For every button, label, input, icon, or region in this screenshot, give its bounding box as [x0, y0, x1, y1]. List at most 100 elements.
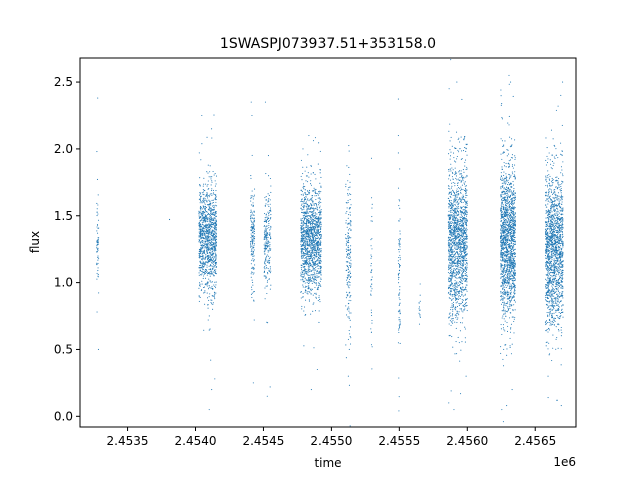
data-point: [211, 232, 214, 234]
data-point: [450, 294, 452, 296]
data-point: [269, 259, 271, 262]
data-point: [448, 267, 450, 269]
data-point: [316, 265, 318, 267]
data-point: [198, 266, 200, 268]
data-point: [198, 241, 200, 243]
data-point: [465, 203, 467, 205]
data-point: [203, 262, 206, 264]
data-point: [461, 214, 463, 216]
data-point: [465, 206, 467, 208]
data-point: [303, 188, 305, 190]
data-point: [316, 204, 318, 206]
data-point: [302, 166, 304, 168]
data-point: [448, 217, 450, 219]
data-point: [253, 255, 255, 257]
data-point: [206, 256, 208, 258]
data-point: [458, 277, 460, 279]
data-point: [461, 239, 463, 241]
data-point: [309, 291, 311, 293]
data-point: [269, 241, 271, 243]
data-point: [450, 270, 452, 272]
data-point: [448, 88, 450, 90]
data-point: [269, 218, 271, 220]
data-point: [370, 290, 372, 292]
data-point: [211, 230, 213, 232]
data-point: [200, 200, 202, 202]
data-point: [463, 227, 466, 229]
data-point: [318, 233, 320, 235]
data-point: [320, 226, 322, 228]
data-point: [266, 281, 268, 283]
data-point: [501, 296, 503, 298]
data-point: [455, 177, 457, 179]
data-point: [267, 241, 269, 243]
data-point: [200, 207, 202, 209]
data-point: [206, 292, 208, 294]
data-point: [316, 263, 318, 265]
data-point: [252, 273, 254, 275]
data-point: [450, 283, 453, 285]
data-point: [303, 240, 305, 242]
data-point: [308, 200, 310, 202]
data-point: [210, 245, 212, 247]
data-point: [210, 242, 212, 244]
data-point: [459, 255, 461, 257]
data-point: [210, 219, 212, 221]
data-point: [457, 190, 460, 192]
data-point: [463, 183, 466, 185]
data-point: [460, 198, 462, 200]
data-point: [302, 173, 304, 175]
data-point: [448, 248, 450, 250]
data-point: [348, 302, 350, 305]
data-point: [347, 249, 350, 251]
data-point: [456, 271, 458, 273]
data-point: [215, 284, 217, 286]
data-point: [250, 246, 252, 248]
data-point: [205, 236, 207, 238]
data-point: [205, 241, 207, 243]
data-point: [457, 272, 459, 274]
data-point: [206, 199, 208, 201]
data-point: [203, 200, 205, 202]
data-point: [250, 242, 252, 244]
data-point: [202, 229, 204, 231]
data-point: [308, 276, 310, 279]
data-point: [209, 165, 211, 167]
data-point: [460, 181, 462, 183]
data-point: [206, 249, 208, 251]
data-point: [350, 300, 352, 302]
data-point: [456, 230, 458, 233]
data-point: [448, 323, 450, 325]
data-point: [349, 291, 351, 293]
data-point: [266, 243, 269, 245]
data-point: [463, 236, 465, 238]
data-point: [313, 190, 315, 192]
data-point: [320, 212, 322, 214]
data-point: [459, 224, 461, 226]
data-point: [371, 276, 373, 278]
data-point: [452, 241, 454, 243]
data-point: [265, 229, 268, 231]
data-point: [314, 264, 316, 267]
data-point: [302, 224, 304, 226]
data-point: [314, 292, 316, 294]
data-point: [268, 205, 270, 208]
data-point: [398, 326, 401, 328]
data-point: [449, 201, 451, 203]
data-point: [312, 207, 314, 209]
data-point: [307, 241, 309, 243]
data-point: [212, 265, 214, 267]
data-point: [465, 168, 467, 171]
data-point: [452, 313, 454, 315]
data-point: [304, 237, 306, 239]
data-point: [455, 248, 457, 250]
data-point: [212, 247, 214, 249]
data-point: [315, 178, 317, 180]
data-point: [267, 236, 269, 238]
data-point: [209, 328, 211, 330]
data-point: [301, 191, 303, 193]
data-point: [306, 212, 308, 214]
data-point: [316, 242, 318, 244]
data-point: [456, 248, 458, 250]
data-point: [303, 254, 306, 257]
